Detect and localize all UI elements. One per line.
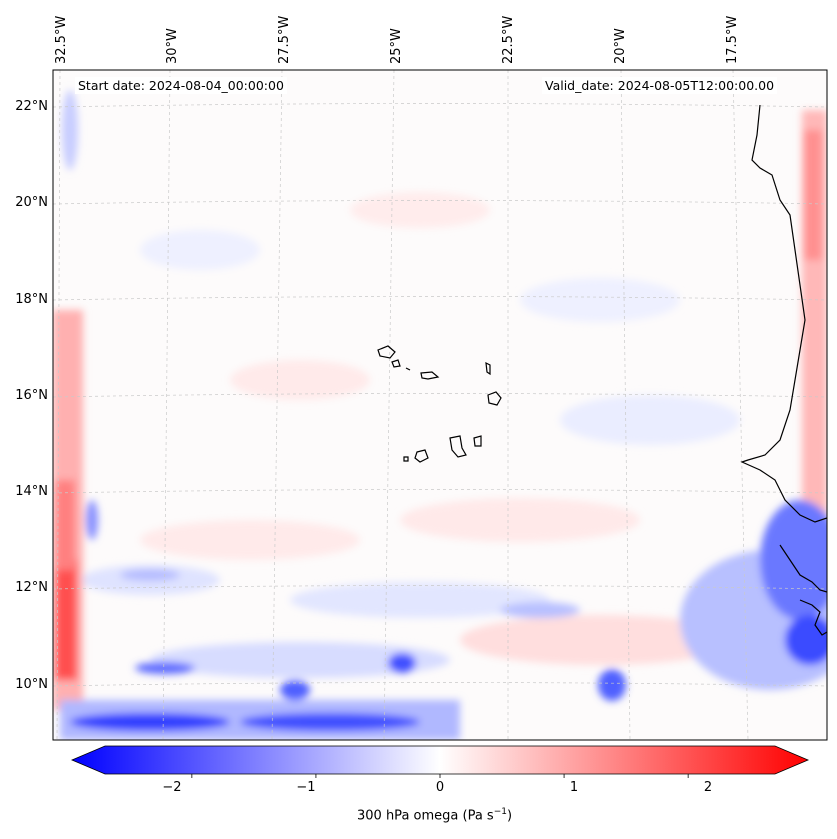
start-date-label: Start date: 2024-08-04_00:00:00 <box>75 77 287 94</box>
colorbar-ticks <box>191 774 689 778</box>
colorbar-gradient <box>70 745 810 775</box>
colorbar-tick-label: −2 <box>162 780 182 795</box>
lon-label: 30°W <box>165 28 180 64</box>
colorbar <box>70 745 810 778</box>
colorbar-tick-label: 2 <box>703 780 713 795</box>
omega-field <box>53 70 827 740</box>
colorbar-tick-label: −1 <box>296 780 316 795</box>
lat-label: 16°N <box>15 388 48 403</box>
lon-label: 27.5°W <box>277 15 292 64</box>
lon-label: 20°W <box>613 28 628 64</box>
lat-label: 18°N <box>15 292 48 307</box>
colorbar-tick-label: 1 <box>569 780 579 795</box>
lon-label: 17.5°W <box>725 15 740 64</box>
lat-label: 10°N <box>15 677 48 692</box>
colorbar-label: 300 hPa omega (Pa s−1) <box>357 807 513 824</box>
lat-label: 12°N <box>15 580 48 595</box>
valid-date-label: Valid_date: 2024-08-05T12:00:00.00 <box>542 77 778 94</box>
map-border <box>52 69 828 741</box>
coastline <box>377 104 827 636</box>
lat-label: 14°N <box>15 484 48 499</box>
lat-label: 22°N <box>15 99 48 114</box>
graticule <box>53 70 827 740</box>
lat-label: 20°N <box>15 195 48 210</box>
lon-label: 22.5°W <box>501 15 516 64</box>
lon-label: 32.5°W <box>54 15 69 64</box>
lon-label: 25°W <box>389 28 404 64</box>
colorbar-tick-label: 0 <box>435 780 445 795</box>
